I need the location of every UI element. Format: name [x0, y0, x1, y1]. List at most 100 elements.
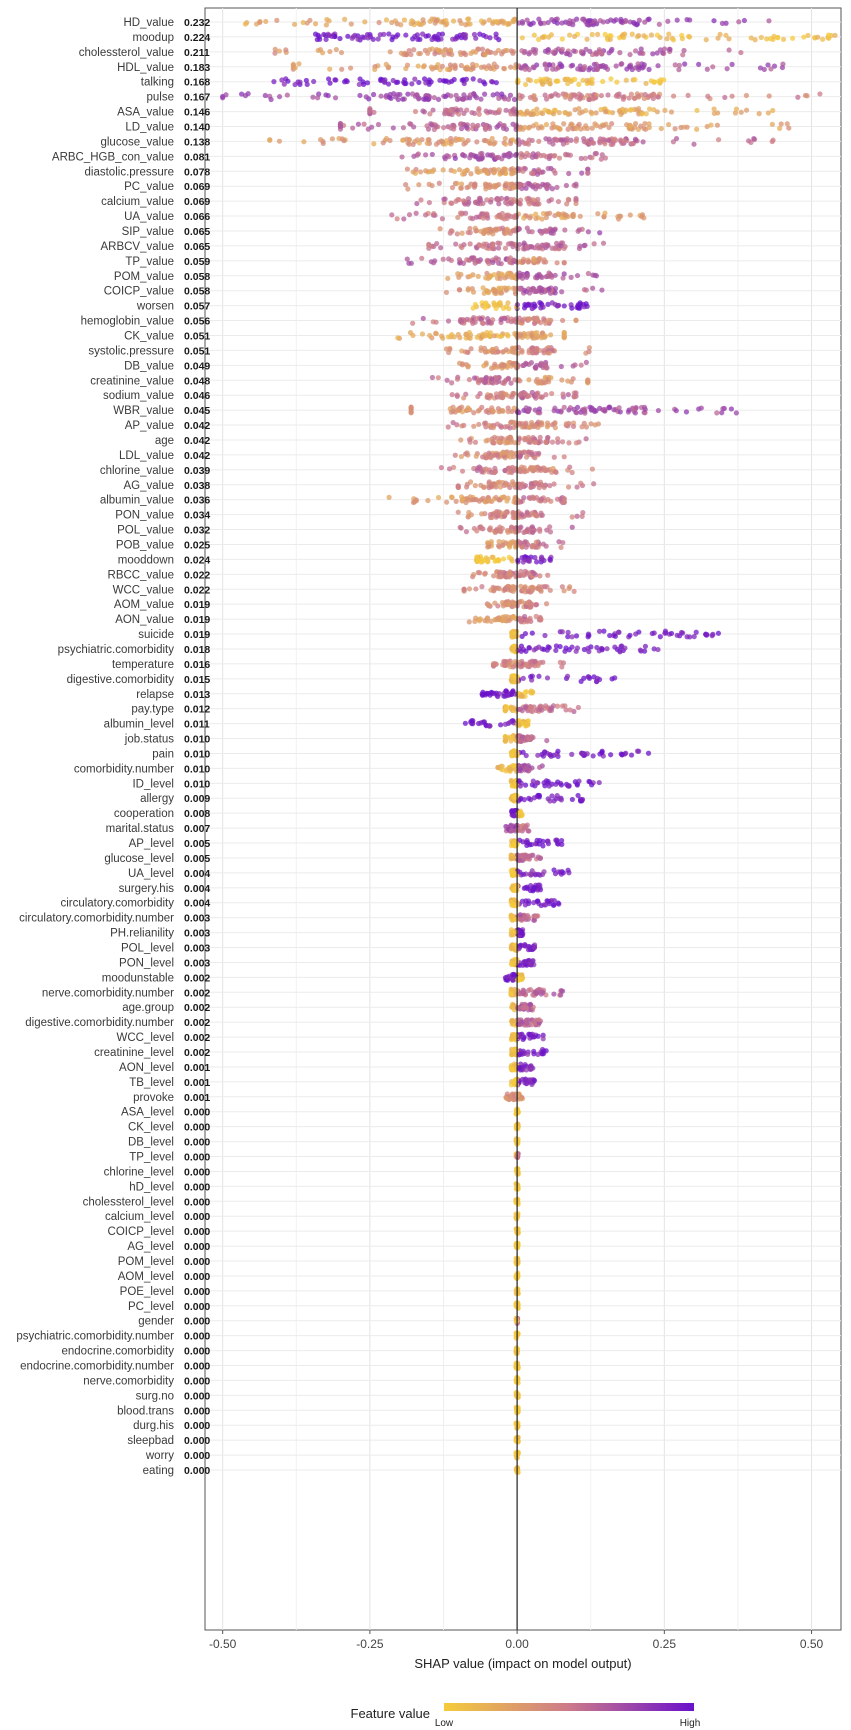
shap-point — [459, 77, 465, 83]
shap-point — [479, 469, 485, 475]
shap-point — [432, 64, 438, 71]
shap-point — [493, 154, 500, 161]
shap-point — [311, 78, 317, 85]
shap-point — [558, 137, 564, 143]
shap-point — [573, 633, 580, 639]
shap-point — [608, 76, 614, 82]
shap-point — [515, 827, 521, 833]
shap-point — [583, 436, 589, 442]
shap-point — [519, 35, 525, 41]
shap-point — [448, 409, 454, 415]
shap-point — [566, 170, 572, 177]
shap-point — [395, 79, 401, 85]
shap-point — [521, 240, 527, 246]
shap-point — [464, 167, 470, 173]
shap-point — [333, 77, 339, 83]
shap-point — [375, 121, 382, 128]
shap-point — [442, 111, 448, 117]
shap-point — [560, 275, 566, 281]
shap-point — [600, 62, 606, 69]
shap-point — [575, 704, 581, 711]
shap-point — [577, 243, 583, 249]
shap-point — [593, 110, 599, 116]
shap-point — [493, 226, 499, 232]
shap-point — [481, 379, 487, 385]
shap-point — [559, 841, 565, 848]
shap-point — [476, 258, 482, 265]
shap-point — [372, 66, 378, 73]
shap-point — [483, 168, 489, 174]
shap-point — [583, 359, 589, 365]
shap-point — [533, 645, 539, 652]
shap-point — [449, 200, 455, 207]
shap-point — [410, 320, 416, 326]
shap-point — [412, 108, 419, 115]
shap-point — [518, 618, 524, 624]
shap-point — [505, 241, 512, 247]
shap-point — [479, 150, 485, 157]
shap-point — [543, 439, 549, 445]
shap-point — [530, 434, 536, 441]
shap-point — [440, 167, 446, 173]
shap-point — [595, 211, 601, 217]
shap-point — [661, 46, 668, 52]
shap-point — [454, 180, 460, 186]
shap-point — [556, 869, 562, 875]
shap-point — [596, 779, 602, 786]
shap-point — [486, 498, 493, 504]
shap-point — [461, 588, 467, 594]
shap-point — [646, 66, 652, 73]
shap-point — [533, 512, 539, 519]
shap-point — [541, 869, 547, 875]
shap-point — [648, 32, 655, 38]
shap-point — [458, 318, 465, 324]
shap-point — [643, 80, 649, 87]
shap-point — [503, 141, 509, 147]
shap-point — [552, 420, 558, 426]
shap-point — [481, 91, 488, 97]
shap-point — [581, 136, 587, 142]
shap-point — [629, 31, 635, 37]
shap-point — [465, 364, 471, 370]
shap-point — [452, 62, 458, 68]
shap-point — [620, 96, 627, 102]
shap-point — [569, 469, 575, 476]
shap-point — [694, 107, 700, 114]
shap-point — [466, 586, 473, 592]
shap-point — [520, 258, 527, 265]
shap-point — [390, 125, 396, 131]
shap-point — [515, 662, 521, 668]
shap-point — [301, 139, 307, 145]
shap-point — [452, 452, 458, 458]
shap-point — [495, 196, 501, 202]
shap-point — [304, 20, 310, 26]
shap-point — [673, 408, 679, 414]
shap-point — [550, 49, 556, 55]
shap-point — [528, 419, 535, 426]
shap-point — [668, 109, 675, 115]
shap-point — [538, 287, 545, 294]
shap-point — [491, 302, 498, 308]
shap-point — [458, 62, 464, 69]
shap-point — [523, 185, 529, 191]
shap-point — [479, 46, 486, 52]
shap-point — [490, 438, 496, 445]
shap-point — [490, 92, 496, 98]
shap-point — [542, 48, 549, 54]
shap-point — [502, 48, 508, 54]
shap-point — [548, 332, 554, 338]
shap-point — [456, 287, 462, 293]
shap-point — [490, 408, 496, 414]
shap-point — [465, 406, 471, 412]
shap-point — [467, 21, 473, 27]
shap-point — [478, 345, 484, 351]
shap-point — [503, 585, 509, 591]
shap-point — [511, 257, 517, 263]
shap-point — [597, 18, 603, 24]
shap-point — [471, 496, 477, 503]
shap-point — [521, 287, 527, 294]
shap-point — [786, 125, 792, 131]
shap-point — [223, 92, 229, 98]
shap-point — [297, 79, 303, 85]
